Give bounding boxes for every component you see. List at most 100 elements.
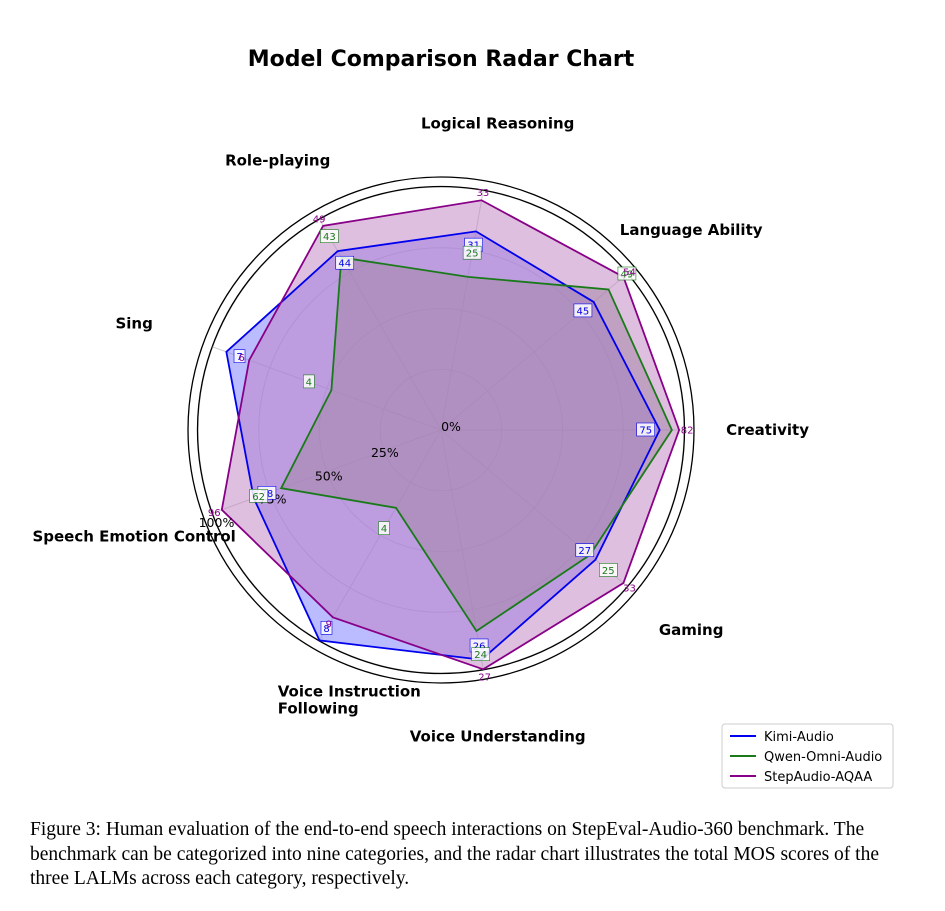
legend-label: StepAudio-AQAA — [764, 770, 872, 785]
value-label: 45 — [577, 306, 590, 317]
value-label-group: 25 — [462, 245, 482, 260]
category-label: Sing — [115, 315, 152, 333]
series-lines — [220, 199, 681, 671]
category-label-line: Sing — [115, 315, 152, 333]
value-label: 33 — [623, 584, 636, 595]
category-label-line: Voice Instruction — [278, 682, 421, 700]
category-label-line: Creativity — [726, 421, 809, 439]
category-label: Gaming — [659, 621, 724, 639]
legend-label: Kimi-Audio — [764, 730, 834, 745]
value-label-box — [378, 521, 390, 535]
series-line-3 — [220, 199, 681, 671]
outer-spine-ring — [187, 176, 695, 684]
value-label-box — [320, 229, 339, 243]
value-label: 24 — [474, 650, 487, 661]
value-label-box — [233, 349, 246, 363]
value-label: 26 — [473, 641, 486, 652]
legend: Kimi-Audio Qwen-Omni-Audio StepAudio-AQAA — [721, 723, 894, 789]
value-label-group: 33 — [477, 188, 490, 199]
radial-tick-label: 25% — [371, 445, 399, 460]
value-label-box — [636, 422, 656, 437]
value-label: 54 — [623, 267, 636, 278]
category-label: Voice Understanding — [410, 727, 586, 745]
value-label-box — [462, 245, 482, 260]
value-label-group: 9 — [326, 620, 332, 631]
legend-label: Qwen-Omni-Audio — [764, 750, 882, 765]
value-label: 96 — [208, 508, 221, 519]
value-label: 75 — [639, 426, 652, 437]
category-label-line: Language Ability — [620, 221, 763, 239]
value-label-box — [617, 266, 637, 281]
outer-frame-ring — [196, 185, 686, 675]
value-label: 4 — [381, 524, 387, 535]
value-label: 8 — [323, 624, 329, 635]
radial-tick-label: 0% — [441, 419, 461, 434]
radial-tick-label: 50% — [315, 468, 343, 483]
figure-caption: Figure 3: Human evaluation of the end-to… — [30, 819, 880, 889]
category-label-line: Gaming — [659, 621, 724, 639]
value-label-box — [471, 647, 490, 661]
value-label: 43 — [323, 232, 336, 243]
value-label-box — [320, 621, 333, 635]
value-label-box — [249, 489, 268, 503]
category-label: Language Ability — [620, 221, 763, 239]
value-label-group: 45 — [573, 303, 593, 318]
value-label-box — [335, 255, 355, 270]
category-label-line: Role-playing — [225, 152, 330, 170]
value-label-group: 25 — [599, 563, 618, 577]
value-label-group: 49 — [617, 266, 637, 281]
category-label-line: Speech Emotion Control — [32, 527, 235, 545]
series-line-2 — [279, 256, 673, 633]
value-label: 25 — [602, 566, 615, 577]
value-label-group: 4 — [303, 374, 315, 389]
value-label: 33 — [477, 188, 490, 199]
value-label-group: 49 — [313, 214, 326, 225]
category-label: Role-playing — [225, 152, 330, 170]
value-label-group: 43 — [320, 229, 339, 243]
radar-chart: Model Comparison Radar Chart 0%25%50%75%… — [32, 47, 894, 789]
value-label-group: 27 — [478, 673, 491, 684]
value-label-group: 7 — [233, 349, 246, 363]
value-label-box — [599, 563, 618, 577]
value-label-group: 82 — [681, 426, 694, 437]
value-label: 4 — [306, 377, 312, 388]
value-label: 27 — [478, 673, 491, 684]
value-label: 9 — [326, 620, 332, 631]
value-label-group: 44 — [335, 255, 355, 270]
legend-box — [721, 723, 894, 789]
category-label-line: Logical Reasoning — [421, 115, 574, 133]
value-label-group: 62 — [249, 489, 268, 503]
radial-tick-label: 100% — [199, 515, 235, 530]
value-label-group: 6 — [238, 353, 244, 364]
chart-title: Model Comparison Radar Chart — [248, 47, 635, 72]
value-label: 49 — [313, 214, 326, 225]
value-label-group: 4 — [378, 521, 390, 535]
value-label-box — [573, 303, 593, 318]
value-label: 25 — [466, 249, 479, 260]
category-label-line: Voice Understanding — [410, 727, 586, 745]
value-label: 62 — [252, 492, 265, 503]
value-label: 82 — [681, 426, 694, 437]
series-line-1 — [225, 230, 661, 661]
value-label-group: 75 — [636, 422, 656, 437]
value-label-group: 96 — [208, 508, 221, 519]
value-label: 7 — [236, 352, 242, 363]
value-label: 27 — [578, 546, 591, 557]
value-label-group: 27 — [575, 543, 595, 557]
value-label: 44 — [338, 259, 351, 270]
category-label: Logical Reasoning — [421, 115, 574, 133]
value-label-group: 54 — [623, 267, 636, 278]
category-label: Voice Instruction Following — [278, 682, 421, 717]
value-label-box — [303, 374, 315, 389]
category-label: Speech Emotion Control — [32, 527, 235, 545]
value-label-group: 8 — [320, 621, 333, 635]
value-label-box — [575, 543, 595, 557]
value-label-group: 24 — [471, 647, 490, 661]
value-label: 49 — [621, 269, 634, 280]
value-label-group: 33 — [623, 584, 636, 595]
value-label: 6 — [238, 353, 244, 364]
value-labels: 7545314477882627492543462424258254334969… — [208, 188, 694, 684]
category-labels: Creativity Language Ability Logical Reason… — [32, 115, 809, 746]
category-label: Creativity — [726, 421, 809, 439]
category-label-line: Following — [278, 699, 359, 717]
